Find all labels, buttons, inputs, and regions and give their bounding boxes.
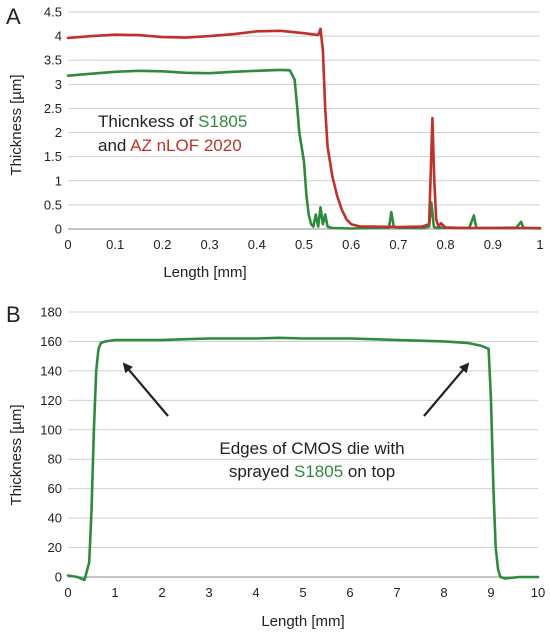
panel-a-x-tick-label: 0.2 [153, 237, 171, 252]
panel-a-x-tick-label: 0.6 [342, 237, 360, 252]
annotation-s1805: S1805 [198, 112, 247, 131]
panel-b-y-tick-label: 180 [40, 305, 62, 320]
panel-a-y-tick-label: 2.5 [44, 101, 62, 116]
panel-b-annotation-line1: Edges of CMOS die with [219, 439, 404, 458]
panel-a-series-line-1 [66, 27, 542, 230]
panel-b-x-tick-label: 8 [440, 585, 447, 600]
panel-a-y-tick-label: 0 [55, 222, 62, 237]
panel-a-x-tick-label: 1 [536, 237, 543, 252]
panel-a-x-tick-labels: 0 0.1 0.2 0.3 0.4 0.5 0.6 0.7 0.8 0.9 1 [64, 237, 543, 252]
panel-a-annotation-line1: Thicnkess of S1805 [98, 112, 247, 131]
panel-b-x-tick-label: 2 [158, 585, 165, 600]
left-edge-arrow [122, 362, 169, 417]
panel-b-x-tick-label: 7 [393, 585, 400, 600]
panel-a-x-tick-label: 0.7 [389, 237, 407, 252]
panel-a-y-tick-label: 2 [55, 125, 62, 140]
panel-b-y-tick-label: 20 [48, 540, 62, 555]
panel-b-x-tick-label: 9 [487, 585, 494, 600]
panel-b-annotation-line2: sprayed S1805 on top [229, 462, 395, 481]
panel-letter-a: A [6, 4, 21, 29]
panel-b-x-tick-label: 5 [299, 585, 306, 600]
panel-b-y-tick-label: 0 [55, 570, 62, 585]
panel-a-y-tick-labels: 0 0.5 1 1.5 2 2.5 3 3.5 4 4.5 [44, 5, 62, 237]
panel-b-y-tick-label: 120 [40, 393, 62, 408]
panel-a-series-line-0 [66, 68, 542, 230]
annotation-prefix: Thicnkess of [98, 112, 198, 131]
panel-b-y-tick-labels: 0 20 40 60 80 100 120 140 160 180 [40, 305, 62, 585]
panel-a-y-tick-label: 4 [55, 29, 62, 44]
panel-b-x-tick-label: 1 [111, 585, 118, 600]
panel-b-y-tick-label: 40 [48, 511, 62, 526]
panel-a-y-tick-label: 1 [55, 173, 62, 188]
panel-b-x-tick-label: 0 [64, 585, 71, 600]
panel-b-y-tick-label: 140 [40, 363, 62, 378]
panel-b-y-axis-label: Thickness [µm] [8, 404, 25, 505]
panel-b-series [66, 336, 540, 582]
panel-a-x-axis-label: Length [mm] [163, 264, 246, 281]
panel-a-x-tick-label: 0.3 [201, 237, 219, 252]
panel-a-gridlines [68, 11, 540, 230]
panel-a-x-tick-label: 0.4 [248, 237, 266, 252]
annotation-on-top: on top [343, 462, 395, 481]
panel-b-x-tick-label: 10 [531, 585, 545, 600]
panel-b-x-tick-label: 3 [205, 585, 212, 600]
annotation-s1805-b: S1805 [294, 462, 343, 481]
panel-b-x-axis-label: Length [mm] [261, 613, 344, 630]
panel-a-series [66, 27, 542, 230]
annotation-and: and [98, 136, 130, 155]
panel-a-y-tick-label: 3.5 [44, 53, 62, 68]
panel-a-x-tick-label: 0.1 [106, 237, 124, 252]
panel-b-x-tick-label: 6 [346, 585, 353, 600]
panel-a-x-tick-label: 0.5 [295, 237, 313, 252]
annotation-sprayed: sprayed [229, 462, 294, 481]
panel-b-series-line-0 [66, 336, 540, 582]
panel-a-x-tick-label: 0.8 [437, 237, 455, 252]
panel-a-y-tick-label: 0.5 [44, 197, 62, 212]
panel-b-y-tick-label: 60 [48, 481, 62, 496]
panel-b-y-tick-label: 100 [40, 422, 62, 437]
panel-b-y-tick-label: 80 [48, 452, 62, 467]
panel-b-y-tick-label: 160 [40, 334, 62, 349]
panel-b-gridlines [68, 311, 538, 578]
panel-b-x-tick-label: 4 [252, 585, 259, 600]
panel-a-y-axis-label: Thickness [µm] [8, 74, 25, 175]
panel-letter-b: B [6, 302, 21, 327]
panel-a-y-tick-label: 3 [55, 77, 62, 92]
annotation-az-nlof: AZ nLOF 2020 [130, 136, 242, 155]
panel-a-y-tick-label: 4.5 [44, 5, 62, 20]
right-edge-arrow [423, 362, 470, 417]
panel-a-annotation-line2: and AZ nLOF 2020 [98, 136, 242, 155]
panel-a-x-tick-label: 0.9 [484, 237, 502, 252]
panel-a-y-tick-label: 1.5 [44, 149, 62, 164]
panel-a-x-tick-label: 0 [64, 237, 71, 252]
panel-b-x-tick-labels: 0 1 2 3 4 5 6 7 8 9 10 [64, 585, 545, 600]
